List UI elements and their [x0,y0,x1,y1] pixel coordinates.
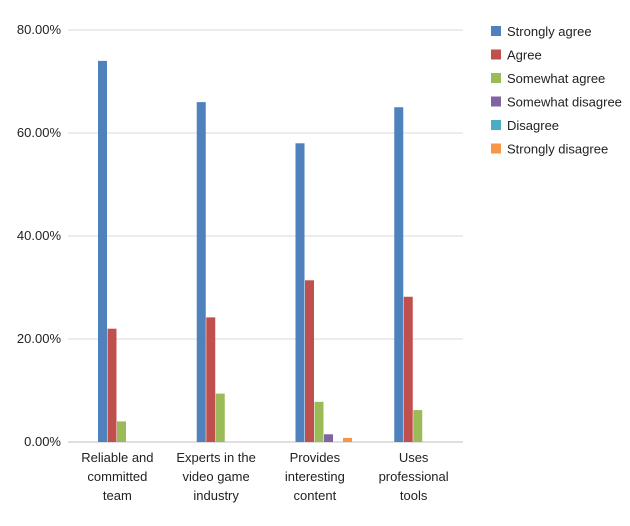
legend-swatch [491,26,501,36]
bar-somewhat-agree [413,410,423,442]
bar-somewhat-agree [314,401,324,442]
x-tick-label: Uses [399,450,429,465]
axes: 0.00% 20.00% 40.00% 60.00% 80.00% Reliable an… [17,22,463,503]
x-tick-label: team [103,488,132,503]
x-tick-label: committed [87,469,147,484]
legend-label: Strongly agree [507,24,592,39]
legend-label: Somewhat disagree [507,95,622,110]
legend-label: Disagree [507,118,559,133]
bar-somewhat-disagree [324,434,333,442]
bar-somewhat-agree [117,421,126,442]
y-tick-label: 20.00% [17,331,62,346]
legend-swatch [491,49,501,60]
bar-agree [206,317,216,442]
legend-swatch [491,143,501,154]
bars [98,60,423,443]
bar-somewhat-agree [215,393,225,442]
legend: Strongly agree Agree Somewhat agree Somewha… [491,24,622,157]
x-tick-label: professional [379,469,449,484]
bar-strongly-agree [394,107,404,442]
x-tick-label: industry [193,488,239,503]
y-tick-label: 0.00% [24,434,61,449]
bar-strongly-disagree [343,437,352,442]
legend-swatch [491,120,501,130]
x-tick-label: Experts in the [176,450,256,465]
y-tick-label: 80.00% [17,22,62,37]
legend-label: Strongly disagree [507,142,608,157]
y-tick-label: 40.00% [17,228,62,243]
legend-swatch [491,73,501,83]
bar-strongly-agree [98,60,107,443]
bar-strongly-agree [295,143,305,443]
gridlines [68,29,463,340]
y-tick-label: 60.00% [17,125,62,140]
legend-label: Agree [507,48,542,63]
legend-label: Somewhat agree [507,71,605,86]
x-tick-label: interesting [285,469,345,484]
bar-agree [305,280,314,442]
bar-agree [403,296,413,442]
x-tick-label: content [294,488,337,503]
x-tick-label: tools [400,488,428,503]
bar-strongly-agree [196,102,206,442]
x-tick-label: video game [183,469,250,484]
x-tick-label: Provides [290,450,341,465]
x-tick-label: Reliable and [81,450,153,465]
legend-swatch [491,96,501,107]
bar-agree [107,328,117,442]
